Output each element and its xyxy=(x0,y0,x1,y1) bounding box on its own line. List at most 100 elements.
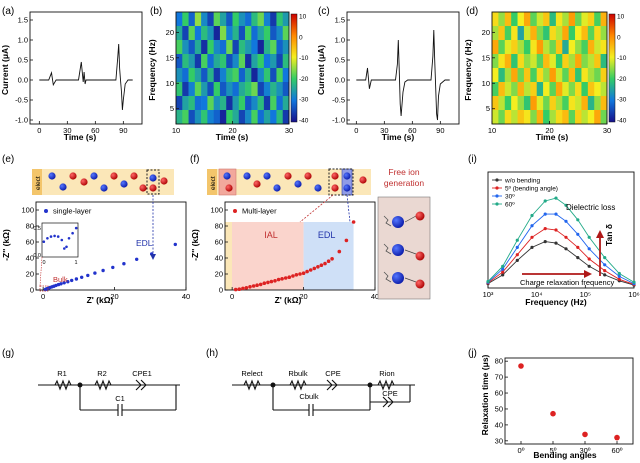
panel-f-data-point xyxy=(258,282,263,287)
panel-i-data-point xyxy=(603,256,607,260)
panel-f-data-point xyxy=(273,279,277,283)
panel-b-heat-cell xyxy=(263,110,271,125)
panel-b-heat-cell xyxy=(207,40,214,55)
panel-d-heat-cell xyxy=(587,26,595,41)
panel-d-heat-cell xyxy=(511,12,518,27)
circuit-h-node-left xyxy=(270,382,276,388)
panel-d-heat-cell xyxy=(581,40,589,55)
panel-f-data-point xyxy=(294,273,299,277)
panel-e-inset-point xyxy=(49,235,53,238)
panel-a-xtick-label: 0 xyxy=(37,126,41,135)
panel-b-heat-cell xyxy=(282,68,290,83)
panel-e-elect-text: elect xyxy=(35,176,42,190)
panel-d-heat-cell xyxy=(594,54,601,69)
panel-b-xtick-label: 10 xyxy=(172,126,180,135)
panel-d-heat-cell xyxy=(536,26,544,41)
panel-f-ylabel: -Z'' (kΩ) xyxy=(190,229,200,261)
panel-e-frame xyxy=(35,201,187,291)
panel-i-legend-text: w/o bending xyxy=(504,178,540,185)
panel-j-axes: 0º 5º 30º 60º 80 70 60 50 40 30 xyxy=(495,357,634,455)
panel-f-data-point xyxy=(326,259,331,264)
panel-d-heat-cell xyxy=(511,82,518,97)
panel-d-heat-cell xyxy=(536,68,544,83)
panel-a-current-trace xyxy=(39,43,133,111)
panel-b-heat-cell xyxy=(245,54,252,69)
panel-d-heat-cell xyxy=(575,110,582,125)
panel-b-heat-cell xyxy=(182,96,189,111)
panel-d-heat-cell xyxy=(594,96,601,111)
panel-d-heat-cell xyxy=(568,68,576,83)
panel-b-heat-cell xyxy=(251,54,258,69)
panel-d-heat-cell xyxy=(523,110,531,125)
panel-e-inset-point xyxy=(60,238,64,242)
panel-f-ion-cation xyxy=(253,180,261,188)
panel-b-heat-cell xyxy=(182,54,189,69)
panel-d-heat-cell xyxy=(543,54,550,69)
panel-i-xtick-label: 10⁵ xyxy=(580,290,591,299)
free-ion-spring xyxy=(383,215,392,227)
panel-i-xtick-label: 10⁴ xyxy=(531,290,543,299)
panel-d-heat-cell xyxy=(562,96,569,111)
panel-f-ytick-label: 60 xyxy=(215,238,223,247)
panel-d-heat-cell xyxy=(594,12,601,27)
circuit-h-cpe2: CPE xyxy=(382,389,397,398)
panel-c-xtick-label: 0 xyxy=(354,126,358,135)
panel-b-heat-cell xyxy=(257,68,265,83)
panel-c-ytick-label: -0.5 xyxy=(332,96,345,105)
panel-b-heat-cell xyxy=(245,26,252,41)
panel-b-heat-cell xyxy=(176,96,183,111)
panel-a-ytick-label: 0.0 xyxy=(18,76,28,85)
panel-b-colorbar xyxy=(290,13,298,123)
panel-b-heat-cell xyxy=(182,110,189,125)
panel-d-heat-cell xyxy=(504,40,512,55)
panel-b-heat-cell xyxy=(201,110,208,125)
panel-b-colorbar-label: -10 xyxy=(299,55,309,62)
circuit-h-cbulk: Cbulk xyxy=(299,392,318,401)
circuit-h-cpe: CPE xyxy=(325,369,340,378)
panel-d-heat-cell xyxy=(581,96,589,111)
panel-j-xtick-label: 5º xyxy=(550,446,557,455)
panel-f-data-point xyxy=(269,279,274,284)
panel-d-heat-cell xyxy=(536,12,544,27)
panel-c-ytick-label: 1.0 xyxy=(335,36,345,45)
panel-f-ytick-label: 40 xyxy=(215,254,223,263)
panel-b-heat-cell xyxy=(213,110,221,125)
panel-f-data-point xyxy=(233,287,238,292)
panel-e-inset-point xyxy=(53,234,56,238)
panel-b-heat-cell xyxy=(238,110,246,125)
panel-b-heat-cell xyxy=(226,54,233,69)
panel-d-heat-cell xyxy=(600,110,608,125)
panel-d-heat-cell xyxy=(549,82,557,97)
panel-b-heat-cell xyxy=(257,40,265,55)
panel-b-heat-cell xyxy=(238,26,246,41)
panel-b-heat-cell xyxy=(245,12,252,27)
panel-b-heat-cell xyxy=(238,12,246,27)
panel-b-colorbar-label: -20 xyxy=(299,76,309,83)
panel-d-heat-cell xyxy=(575,68,582,83)
panel-d-heat-cell xyxy=(549,40,557,55)
panel-d-heat-cell xyxy=(492,68,499,83)
panel-d-heat-cell xyxy=(536,54,544,69)
panel-d-heat-cell xyxy=(568,82,576,97)
panel-f-ion-cation xyxy=(304,172,312,180)
panel-d-heat-cell xyxy=(504,82,512,97)
panel-c-xlabel: Time (s) xyxy=(382,132,415,142)
panel-b-heat-cell xyxy=(251,110,258,125)
panel-d-heat-cell xyxy=(530,82,538,97)
panel-b-heat-cell xyxy=(219,40,227,55)
panel-b-heat-cell xyxy=(270,54,277,69)
panel-d-label: (d) xyxy=(466,6,478,17)
panel-i-data-point xyxy=(554,212,558,216)
panel-d-heat-cell xyxy=(568,12,576,27)
panel-i-data-point xyxy=(564,219,568,223)
panel-b-heat-cell xyxy=(201,96,208,111)
panel-b-heat-cell xyxy=(194,12,202,27)
panel-b-heat-cell xyxy=(182,82,189,97)
panel-j-xlabel: Bending angles xyxy=(533,450,597,460)
panel-d-colorbar-label: -40 xyxy=(617,118,627,125)
panel-d-heat-cell xyxy=(549,110,557,125)
panel-d-heat-cell xyxy=(562,26,569,41)
panel-i-data-point xyxy=(543,227,547,231)
panel-b-ytick-label: 5 xyxy=(170,104,174,113)
panel-b-heat-cell xyxy=(201,82,208,97)
